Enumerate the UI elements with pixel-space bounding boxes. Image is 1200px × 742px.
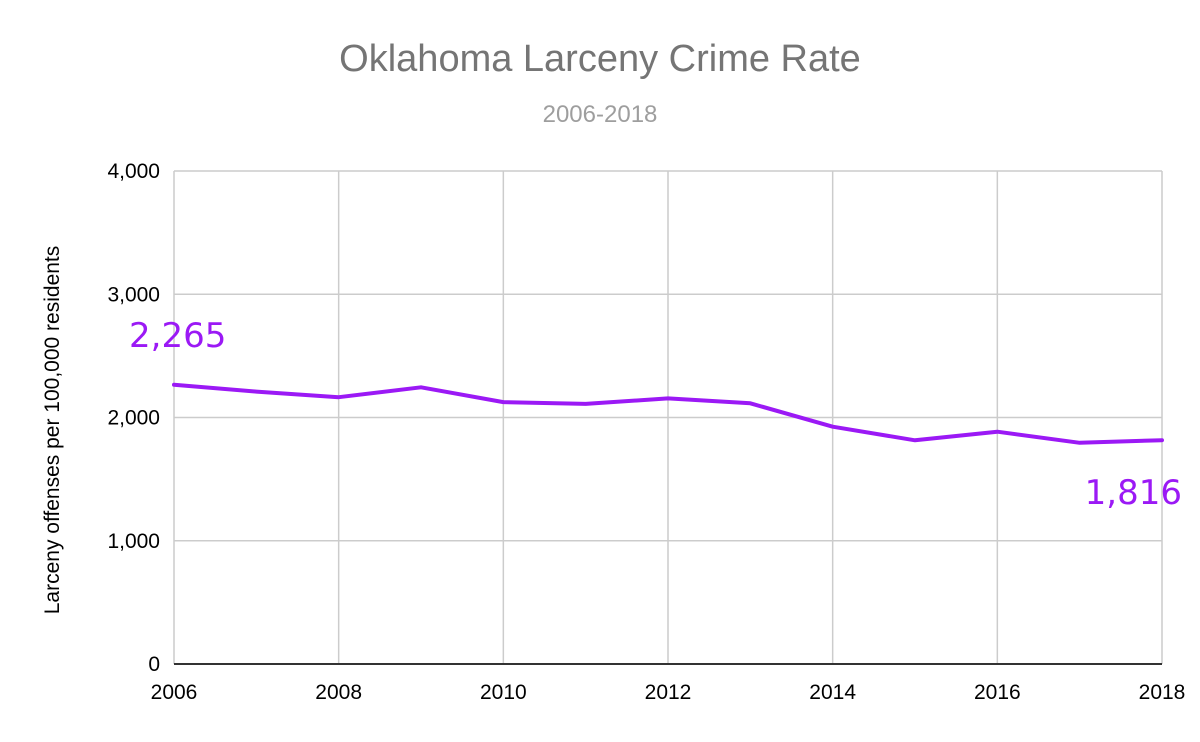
x-tick-label: 2016	[974, 681, 1021, 704]
chart-subtitle: 2006-2018	[542, 101, 658, 128]
y-axis-label: Larceny offenses per 100,000 residents	[41, 246, 64, 615]
x-tick-label: 2018	[1139, 681, 1186, 704]
chart-title: Oklahoma Larceny Crime Rate	[339, 38, 861, 80]
y-tick-label: 3,000	[107, 283, 160, 306]
y-tick-label: 1,000	[107, 530, 160, 553]
series-layer	[172, 382, 1164, 445]
y-tick-label: 4,000	[107, 160, 160, 183]
gridlines	[173, 170, 1163, 664]
x-tick-label: 2008	[315, 681, 362, 704]
series-line	[172, 382, 1164, 445]
data-label: 2,265	[129, 316, 226, 356]
y-tick-label: 2,000	[107, 407, 160, 430]
x-tick-label: 2006	[151, 681, 198, 704]
x-tick-label: 2014	[809, 681, 856, 704]
x-tick-label: 2012	[645, 681, 692, 704]
y-tick-label: 0	[148, 653, 160, 676]
axes: 0 1,000 2,000 3,000 4,000 2006 2008 2010 2012 201…	[107, 160, 1185, 704]
x-tick-label: 2010	[480, 681, 527, 704]
data-label: 1,816	[1085, 473, 1182, 513]
data-labels: 2,265 1,816	[129, 316, 1182, 513]
